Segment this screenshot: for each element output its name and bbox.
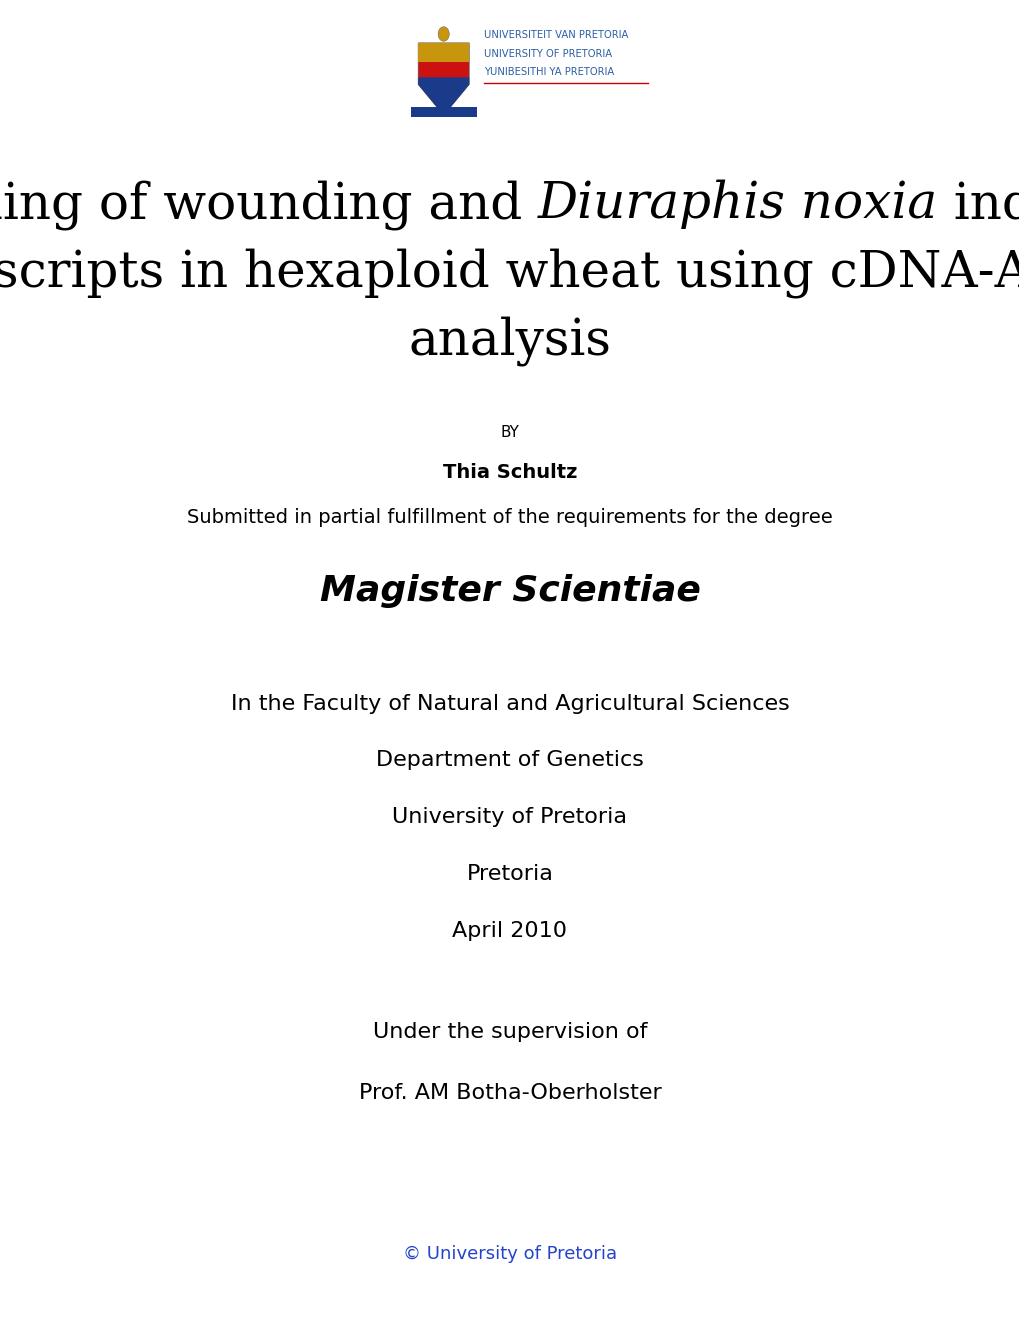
Text: Diuraphis noxia: Diuraphis noxia — [537, 180, 936, 230]
Circle shape — [438, 26, 449, 41]
Text: Prof. AM Botha-Oberholster: Prof. AM Botha-Oberholster — [359, 1082, 660, 1104]
Text: Profiling of wounding and: Profiling of wounding and — [0, 180, 537, 230]
Polygon shape — [418, 78, 469, 115]
Polygon shape — [410, 107, 477, 117]
Text: analysis: analysis — [408, 315, 611, 366]
Text: In the Faculty of Natural and Agricultural Sciences: In the Faculty of Natural and Agricultur… — [230, 693, 789, 714]
Text: University of Pretoria: University of Pretoria — [392, 807, 627, 828]
Text: Magister Scientiae: Magister Scientiae — [319, 574, 700, 609]
Text: UNIVERSITY OF PRETORIA: UNIVERSITY OF PRETORIA — [484, 49, 612, 58]
Text: transcripts in hexaploid wheat using cDNA-AFLP: transcripts in hexaploid wheat using cDN… — [0, 248, 1019, 298]
Polygon shape — [418, 44, 469, 62]
Text: BY: BY — [500, 425, 519, 441]
Text: April 2010: April 2010 — [452, 920, 567, 941]
Text: Pretoria: Pretoria — [466, 863, 553, 884]
Text: Submitted in partial fulfillment of the requirements for the degree: Submitted in partial fulfillment of the … — [186, 508, 833, 527]
Polygon shape — [418, 44, 469, 115]
Text: © University of Pretoria: © University of Pretoria — [403, 1245, 616, 1263]
Text: YUNIBESITHI YA PRETORIA: YUNIBESITHI YA PRETORIA — [484, 67, 614, 77]
Text: Department of Genetics: Department of Genetics — [376, 750, 643, 771]
Text: Under the supervision of: Under the supervision of — [372, 1022, 647, 1043]
Text: induced: induced — [936, 180, 1019, 230]
Text: UNIVERSITEIT VAN PRETORIA: UNIVERSITEIT VAN PRETORIA — [484, 30, 629, 40]
Text: Thia Schultz: Thia Schultz — [442, 463, 577, 482]
